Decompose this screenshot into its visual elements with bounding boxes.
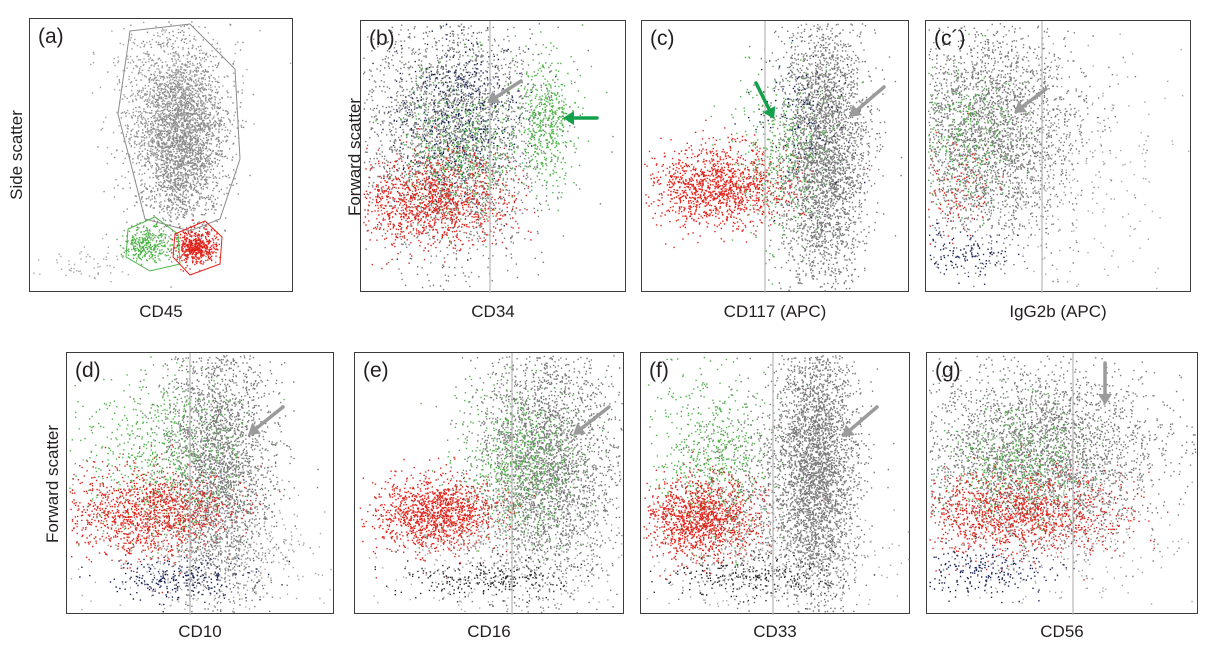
- scatter-panel-b: (b): [360, 20, 626, 293]
- gray-arrow-b: [487, 79, 523, 103]
- x-axis-label-f: CD33: [753, 622, 797, 641]
- scatter-plot-b: [363, 21, 614, 293]
- scatter-panel-c: (c): [641, 20, 909, 293]
- gray-arrow-f: [842, 405, 879, 437]
- gray-arrow-e: [573, 405, 611, 435]
- panel-label-f: (f): [649, 359, 669, 382]
- scatter-panel-d: (d): [66, 352, 334, 615]
- event-cloud: [929, 355, 1197, 604]
- scatter-panel-g: (g): [926, 352, 1198, 615]
- gray-arrow-g: [1098, 361, 1112, 405]
- panel-label-e: (e): [363, 359, 389, 382]
- event-cloud: [643, 355, 895, 613]
- x-axis-label-c: CD117 (APC): [723, 302, 827, 321]
- x-axis-label-g: CD56: [1040, 622, 1084, 641]
- scatter-panel-c-prime: (c´): [925, 20, 1191, 293]
- scatter-plot-c: [644, 21, 903, 293]
- event-cloud: [363, 126, 536, 270]
- event-cloud: [170, 219, 221, 272]
- event-cloud: [643, 450, 823, 581]
- x-axis-label-b: CD34: [471, 302, 515, 321]
- gray-arrow-c: [849, 85, 886, 117]
- event-cloud: [90, 21, 292, 233]
- x-axis-label-a: CD45: [139, 302, 183, 321]
- gray-arrow-d: [248, 405, 285, 435]
- scatter-plot-f: [643, 353, 910, 615]
- panel-label-d: (d): [75, 359, 101, 382]
- event-cloud: [70, 454, 332, 612]
- event-cloud: [363, 23, 614, 291]
- event-cloud: [929, 445, 1169, 581]
- event-cloud: [69, 356, 285, 558]
- scatter-plot-a: [33, 21, 292, 288]
- event-cloud: [734, 40, 866, 222]
- scatter-plot-c-prime: [928, 21, 1190, 293]
- event-cloud: [69, 444, 281, 594]
- event-cloud: [435, 355, 623, 614]
- event-cloud: [646, 464, 910, 608]
- scatter-panel-f: (f): [640, 352, 910, 615]
- scatter-plot-e: [359, 353, 623, 615]
- y-axis-label-forward-scatter-row2: Forward scatter: [43, 424, 62, 544]
- panel-label-g: (g): [935, 359, 961, 382]
- gray-arrow-c-prime: [1014, 87, 1048, 113]
- event-cloud: [710, 42, 864, 285]
- panel-label-b: (b): [369, 27, 395, 50]
- x-axis-label-c-prime: IgG2b (APC): [1009, 302, 1107, 321]
- y-axis-label-side-scatter: Side scatter: [7, 110, 26, 200]
- x-axis-label-e: CD16: [467, 622, 511, 641]
- green-arrow-b: [563, 111, 599, 125]
- event-cloud: [97, 21, 255, 288]
- gate-green: [125, 216, 181, 272]
- event-cloud: [749, 23, 903, 292]
- scatter-plot-g: [929, 353, 1197, 615]
- event-cloud: [116, 222, 180, 266]
- event-cloud: [129, 355, 319, 613]
- event-cloud: [33, 237, 142, 283]
- scatter-plot-d: [69, 353, 332, 615]
- panel-label-a: (a): [38, 25, 64, 48]
- panel-label-c: (c): [650, 27, 675, 50]
- x-axis-label-d: CD10: [178, 622, 222, 641]
- panel-label-c-prime: (c´): [934, 27, 966, 50]
- gate-gray: [117, 23, 241, 232]
- scatter-panel-a: (a): [29, 18, 293, 292]
- scatter-panel-e: (e): [354, 352, 624, 615]
- event-cloud: [928, 218, 1020, 285]
- event-cloud: [418, 361, 613, 564]
- gate-red: [172, 220, 223, 276]
- green-arrow-c: [754, 81, 776, 119]
- event-cloud: [930, 372, 1169, 547]
